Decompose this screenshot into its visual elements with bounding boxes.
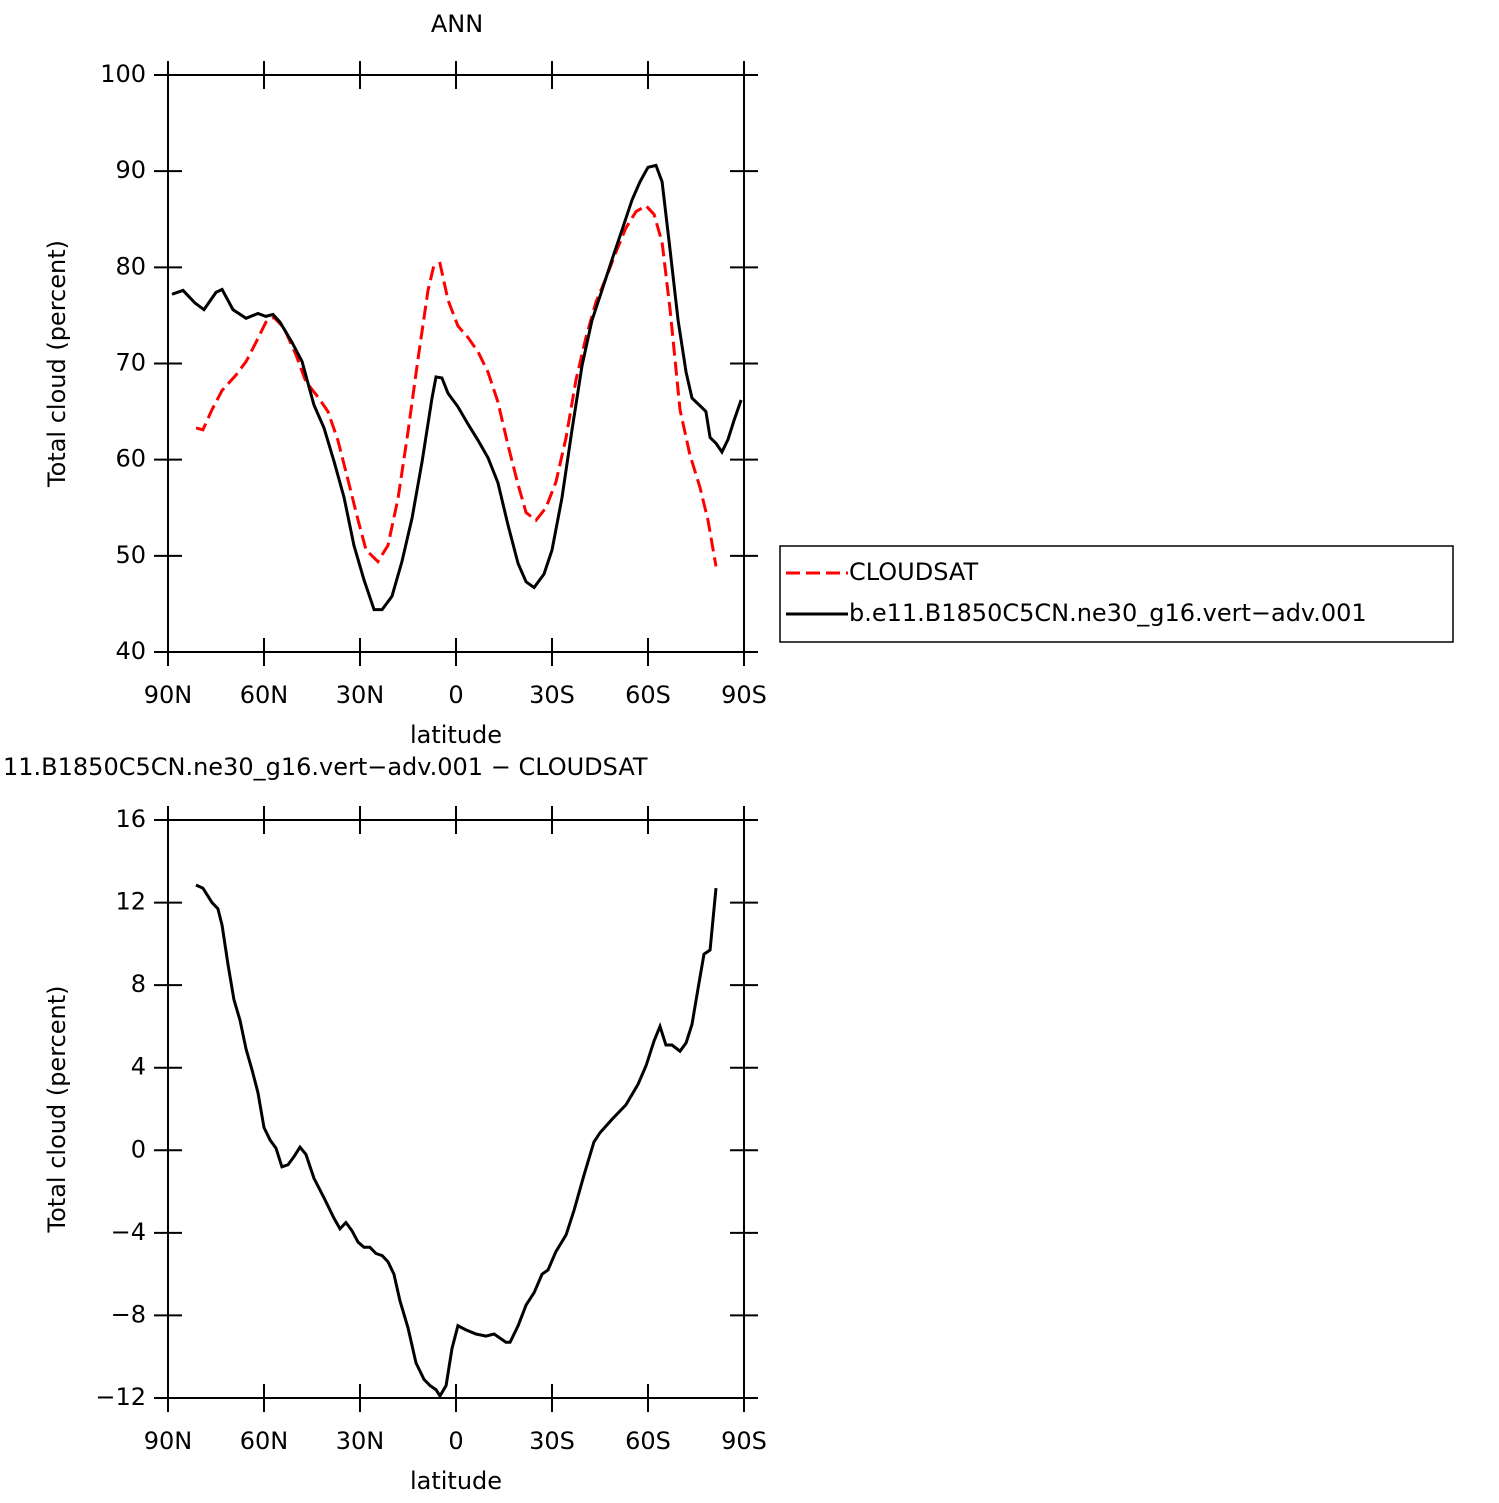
y-tick-label: 50 [115, 541, 146, 569]
x-tick-label: 90N [144, 1427, 193, 1455]
data-line [195, 883, 718, 1399]
y-tick-label: −4 [111, 1218, 146, 1246]
x-tick-label: 60S [625, 1427, 671, 1455]
plot-frame [167, 74, 745, 653]
x-tick-label: 60N [240, 1427, 289, 1455]
chart-title: 11.B1850C5CN.ne30_g16.vert−adv.001 − CLO… [3, 753, 648, 781]
data-line [171, 163, 743, 612]
x-tick-label: 0 [448, 1427, 463, 1455]
y-tick-label: 12 [115, 888, 146, 916]
y-tick-label: 80 [115, 252, 146, 280]
x-axis-label: latitude [410, 721, 502, 749]
x-tick-label: 0 [448, 681, 463, 709]
y-tick-label: 90 [115, 156, 146, 184]
chart-title: ANN [431, 10, 483, 38]
y-tick-label: 60 [115, 445, 146, 473]
legend-label: b.e11.B1850C5CN.ne30_g16.vert−adv.001 [849, 599, 1367, 627]
y-tick-label: 16 [115, 805, 146, 833]
x-tick-label: 30S [529, 681, 575, 709]
x-tick-label: 90N [144, 681, 193, 709]
x-axis-label: latitude [410, 1467, 502, 1495]
y-tick-label: 0 [131, 1135, 146, 1163]
y-tick-label: −8 [111, 1300, 146, 1328]
x-tick-label: 30N [336, 1427, 385, 1455]
legend-box [779, 545, 1454, 643]
y-tick-label: 40 [115, 637, 146, 665]
y-tick-label: −12 [95, 1383, 146, 1411]
y-tick-label: 4 [131, 1053, 146, 1081]
x-tick-label: 30S [529, 1427, 575, 1455]
legend-label: CLOUDSAT [849, 558, 978, 586]
x-tick-label: 90S [721, 681, 767, 709]
plot-frame [167, 819, 745, 1399]
y-tick-label: 70 [115, 349, 146, 377]
y-tick-label: 100 [100, 60, 146, 88]
x-tick-label: 60N [240, 681, 289, 709]
x-tick-label: 90S [721, 1427, 767, 1455]
y-tick-label: 8 [131, 970, 146, 998]
x-tick-label: 30N [336, 681, 385, 709]
y-axis-label: Total cloud (percent) [43, 240, 71, 488]
data-line [195, 203, 718, 567]
y-axis-label: Total cloud (percent) [43, 986, 71, 1234]
x-tick-label: 60S [625, 681, 671, 709]
